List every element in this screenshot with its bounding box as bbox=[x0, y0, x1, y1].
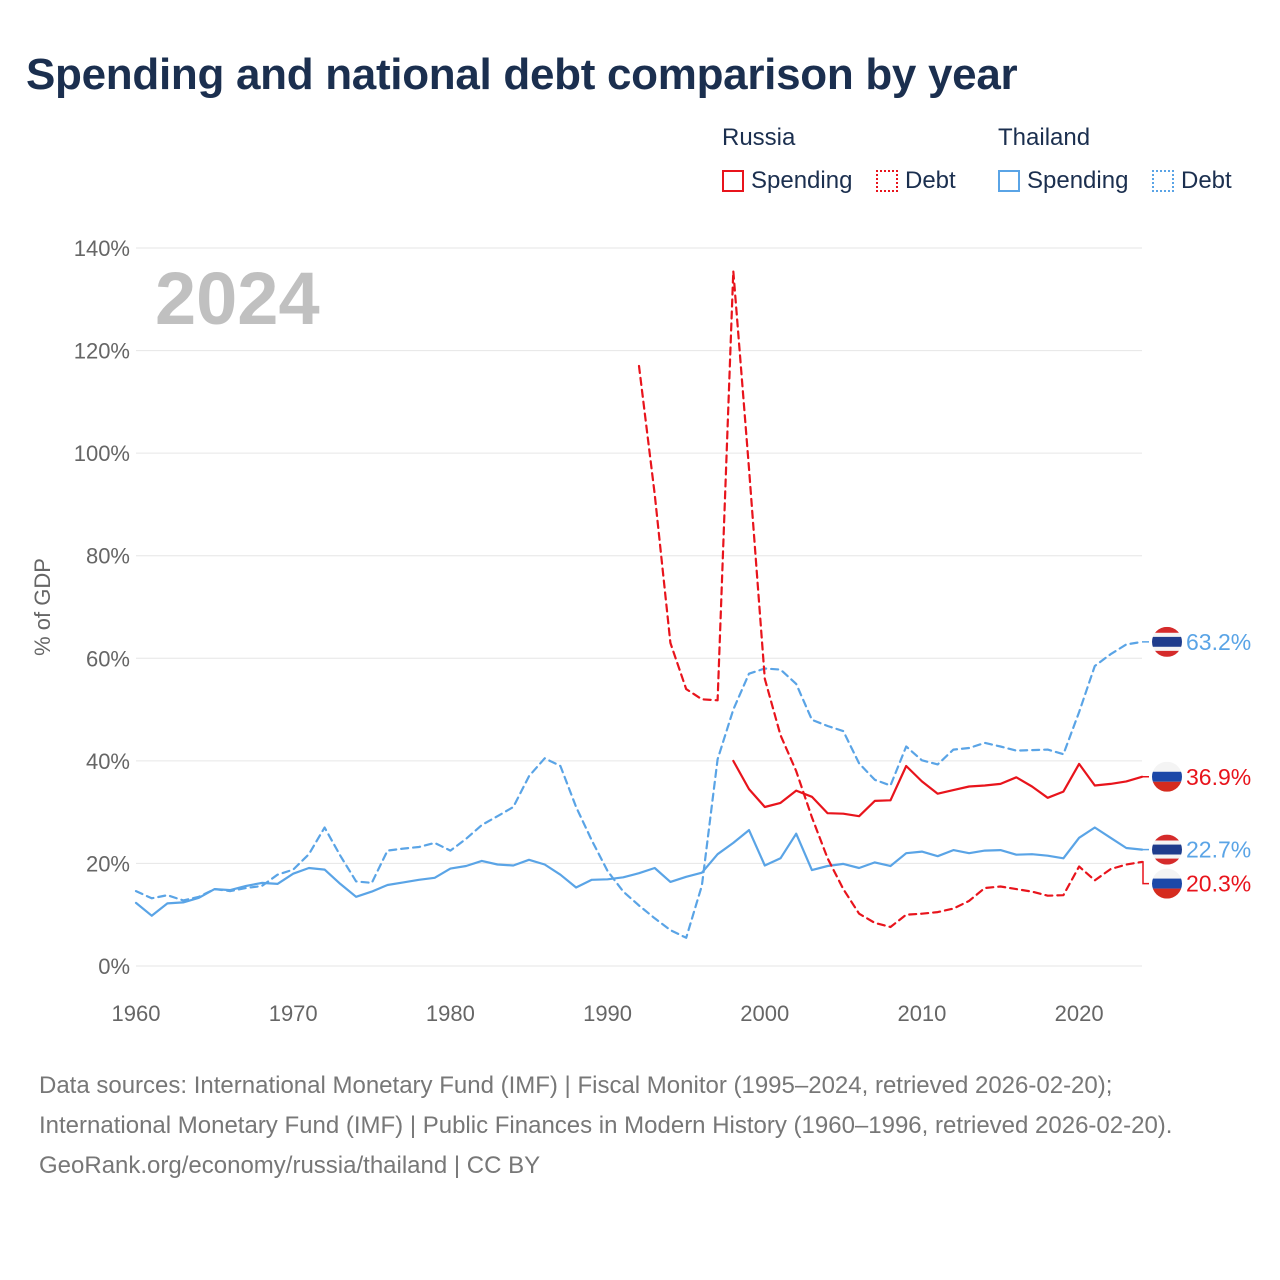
end-value-label: 20.3% bbox=[1186, 871, 1251, 897]
axis-ticks: 0% 20% 40% 60% 80% 100% 120% 140% 1960 1970 1980 19… bbox=[74, 236, 1104, 1026]
legend-swatch-solid-red bbox=[722, 170, 744, 192]
legend-thailand-spending[interactable]: Spending bbox=[998, 166, 1128, 196]
legend-russia-debt[interactable]: Debt bbox=[876, 166, 956, 196]
series-line-russia-spending[interactable] bbox=[732, 759, 1144, 818]
y-tick-label: 0% bbox=[98, 954, 130, 979]
thailand-flag-icon bbox=[1152, 834, 1182, 865]
y-tick-label: 40% bbox=[86, 749, 130, 774]
x-tick-label: 2020 bbox=[1055, 1001, 1104, 1026]
thailand-flag-icon bbox=[1152, 626, 1182, 657]
legend-swatch-solid-blue bbox=[998, 170, 1020, 192]
data-sources: Data sources: International Monetary Fun… bbox=[39, 1072, 1173, 1139]
footer: Data sources: International Monetary Fun… bbox=[39, 1066, 1239, 1186]
end-value-label: 63.2% bbox=[1186, 629, 1251, 655]
y-tick-label: 120% bbox=[74, 339, 130, 364]
y-tick-label: 100% bbox=[74, 441, 130, 466]
x-tick-label: 1990 bbox=[583, 1001, 632, 1026]
chart-title: Spending and national debt comparison by… bbox=[26, 50, 1018, 99]
series-line-thailand-spending[interactable] bbox=[134, 826, 1144, 917]
legend-swatch-dotted-blue bbox=[1152, 170, 1174, 192]
legend-swatch-dotted-red bbox=[876, 170, 898, 192]
label-connector bbox=[1142, 861, 1149, 885]
line-chart: 0% 20% 40% 60% 80% 100% 120% 140% 1960 1970 1980 19… bbox=[30, 236, 1251, 1026]
legend-label: Debt bbox=[1181, 167, 1232, 194]
y-axis-label: % of GDP bbox=[30, 558, 55, 656]
x-tick-label: 1970 bbox=[269, 1001, 318, 1026]
gridlines bbox=[136, 247, 1142, 967]
legend-label: Debt bbox=[905, 167, 956, 194]
russia-flag-icon bbox=[1152, 868, 1182, 899]
x-tick-label: 1960 bbox=[112, 1001, 161, 1026]
x-tick-label: 1980 bbox=[426, 1001, 475, 1026]
year-label: 2024 bbox=[155, 257, 320, 340]
legend-thailand-debt[interactable]: Debt bbox=[1152, 166, 1232, 196]
legend-label: Spending bbox=[1027, 167, 1129, 194]
x-tick-label: 2010 bbox=[897, 1001, 946, 1026]
y-tick-label: 80% bbox=[86, 544, 130, 569]
x-tick-label: 2000 bbox=[740, 1001, 789, 1026]
legend-group-russia: Russia bbox=[722, 124, 796, 151]
y-tick-label: 20% bbox=[86, 851, 130, 876]
series-lines bbox=[134, 270, 1144, 939]
legend-label: Spending bbox=[751, 167, 853, 194]
series-line-russia-debt[interactable] bbox=[637, 270, 1144, 929]
legend-group-thailand: Thailand bbox=[998, 124, 1091, 151]
end-value-label: 22.7% bbox=[1186, 837, 1251, 863]
y-tick-label: 140% bbox=[74, 236, 130, 261]
legend-russia-spending[interactable]: Spending bbox=[722, 166, 852, 196]
credit-link[interactable]: GeoRank.org/economy/russia/thailand | CC… bbox=[39, 1152, 541, 1179]
end-markers: 36.9% 20.3% 22.7% 63.2% bbox=[1142, 626, 1251, 899]
end-value-label: 36.9% bbox=[1186, 764, 1251, 790]
russia-flag-icon bbox=[1152, 761, 1182, 792]
y-tick-label: 60% bbox=[86, 646, 130, 671]
series-line-thailand-debt[interactable] bbox=[134, 640, 1144, 939]
